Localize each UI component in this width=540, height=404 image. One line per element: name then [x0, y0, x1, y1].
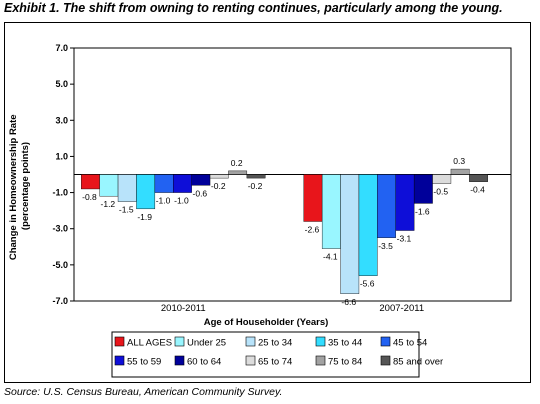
legend-label: 55 to 59	[127, 357, 161, 368]
legend-label: 45 to 54	[393, 338, 427, 349]
legend-swatch	[315, 336, 326, 347]
legend-box	[111, 331, 420, 378]
legend-swatch	[380, 355, 391, 366]
data-label: -0.2	[248, 181, 263, 191]
data-label: -0.2	[211, 181, 226, 191]
legend-label: 75 to 84	[328, 357, 362, 368]
legend-label: 85 and over	[393, 357, 443, 368]
data-label: -0.5	[433, 187, 448, 197]
bar-0-4	[154, 174, 174, 193]
legend-swatch	[245, 336, 256, 347]
bar-1-8	[450, 168, 470, 175]
data-label: -3.5	[378, 241, 393, 251]
bar-0-6	[191, 174, 211, 186]
bar-1-3	[358, 174, 378, 276]
legend-swatch	[114, 355, 125, 366]
data-label: -6.6	[341, 297, 356, 307]
legend-swatch	[114, 336, 125, 347]
bar-0-5	[173, 174, 192, 193]
y-tick-label: 1.0	[55, 151, 68, 161]
y-tick-label: -3.0	[52, 224, 68, 234]
y-tick-label: -5.0	[52, 260, 68, 270]
y-tick-label: -7.0	[52, 296, 68, 306]
legend-label: 65 to 74	[258, 357, 292, 368]
legend-label: 25 to 34	[258, 338, 292, 349]
chart-title: Exhibit 1. The shift from owning to rent…	[4, 1, 503, 15]
data-label: -1.0	[156, 196, 171, 206]
bar-1-2	[340, 174, 360, 294]
data-label: -5.6	[360, 279, 375, 289]
y-tick-labels: 7.0 5.0 3.0 1.0 -1.0 -3.0 -5.0 -7.0	[52, 43, 68, 306]
data-label: -2.6	[305, 224, 320, 234]
data-labels: -0.8-1.2-1.5-1.9-1.0 -1.0-0.6-0.20.2-0.2-…	[82, 156, 485, 307]
source-note: Source: U.S. Census Bureau, American Com…	[4, 386, 283, 398]
data-label: -1.2	[101, 199, 116, 209]
data-label: -1.9	[137, 212, 152, 222]
legend-label: 35 to 44	[328, 338, 362, 349]
bar-0-2	[117, 174, 137, 202]
bar-1-6	[413, 174, 433, 204]
data-label: -3.1	[397, 234, 412, 244]
bar-0-1	[99, 174, 119, 197]
bar-0-7	[209, 174, 229, 179]
data-label: -1.6	[415, 206, 430, 216]
y-axis-title-line-2: (percentage points)	[20, 142, 31, 230]
legend-label: ALL AGES	[127, 338, 172, 349]
bar-1-5	[395, 174, 415, 231]
data-label: -1.5	[119, 205, 134, 215]
y-tick-label: 3.0	[55, 115, 68, 125]
y-tick-label: 7.0	[55, 43, 68, 53]
data-label: -1.0	[174, 196, 189, 206]
chart-frame: -0.8 -1.2 -1.5 -1.9 -1.0 -1.0 -0.6 -0.2 0.2 -0.2-…	[4, 22, 531, 383]
chart-bars	[81, 168, 488, 294]
y-axis-title: Change in Homeownership Rate (percentage…	[8, 112, 31, 260]
bar-chart: -0.8-1.2-1.5-1.9-1.0 -1.0-0.6-0.20.2-0.2-…	[8, 43, 512, 378]
legend-label: Under 25	[187, 338, 226, 349]
legend: ALL AGES Under 25 25 to 34 35 to 44 45 to 54…	[111, 331, 443, 378]
bar-0-9	[246, 174, 266, 179]
x-axis-title: Age of Householder (Years)	[204, 317, 329, 328]
data-label: 0.3	[453, 156, 465, 166]
bar-1-7	[432, 174, 452, 184]
legend-swatch	[174, 355, 185, 366]
y-axis-title-line-1: Change in Homeownership Rate	[8, 114, 19, 260]
category-labels: 2010-2011 2007-2011	[161, 303, 424, 314]
y-tick-label: 5.0	[55, 79, 68, 89]
data-label: -0.4	[470, 185, 485, 195]
category-label: 2010-2011	[161, 303, 206, 314]
data-label: -0.6	[193, 188, 208, 198]
legend-swatch	[315, 355, 326, 366]
bar-1-4	[377, 174, 396, 238]
legend-swatch	[245, 355, 256, 366]
bar-1-0	[303, 174, 323, 222]
category-label: 2007-2011	[379, 303, 424, 314]
bar-0-3	[136, 174, 156, 210]
y-tick-label: -1.0	[52, 188, 68, 198]
data-label: 0.2	[231, 158, 243, 168]
bar-0-8	[228, 170, 248, 175]
data-label: -0.8	[82, 192, 97, 202]
bar-1-1	[321, 174, 341, 249]
data-label: -4.1	[323, 252, 338, 262]
legend-label: 60 to 64	[187, 357, 221, 368]
bar-1-9	[469, 174, 488, 182]
legend-swatch	[380, 336, 391, 347]
bar-0-0	[81, 174, 100, 190]
legend-swatch	[174, 336, 185, 347]
